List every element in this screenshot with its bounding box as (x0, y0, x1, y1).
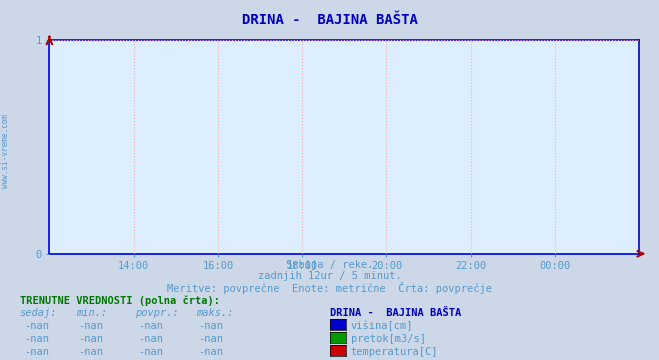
Text: -nan: -nan (138, 334, 163, 344)
Text: -nan: -nan (78, 334, 103, 344)
Text: -nan: -nan (138, 321, 163, 331)
Text: maks.:: maks.: (196, 308, 234, 318)
Text: povpr.:: povpr.: (135, 308, 179, 318)
Text: -nan: -nan (138, 347, 163, 357)
Text: zadnjih 12ur / 5 minut.: zadnjih 12ur / 5 minut. (258, 271, 401, 281)
Text: -nan: -nan (24, 321, 49, 331)
Text: DRINA -  BAJINA BAŠTA: DRINA - BAJINA BAŠTA (330, 308, 461, 318)
Text: -nan: -nan (24, 334, 49, 344)
Text: min.:: min.: (76, 308, 107, 318)
Text: www.si-vreme.com: www.si-vreme.com (1, 114, 10, 188)
Text: TRENUTNE VREDNOSTI (polna črta):: TRENUTNE VREDNOSTI (polna črta): (20, 296, 219, 306)
Text: -nan: -nan (78, 347, 103, 357)
Text: -nan: -nan (198, 334, 223, 344)
Text: temperatura[C]: temperatura[C] (351, 347, 438, 357)
Text: -nan: -nan (78, 321, 103, 331)
Text: višina[cm]: višina[cm] (351, 321, 413, 332)
Text: Meritve: povprečne  Enote: metrične  Črta: povprečje: Meritve: povprečne Enote: metrične Črta:… (167, 282, 492, 293)
Text: pretok[m3/s]: pretok[m3/s] (351, 334, 426, 344)
Text: -nan: -nan (24, 347, 49, 357)
Text: -nan: -nan (198, 347, 223, 357)
Text: Srbija / reke.: Srbija / reke. (286, 260, 373, 270)
Text: sedaj:: sedaj: (20, 308, 57, 318)
Text: -nan: -nan (198, 321, 223, 331)
Text: DRINA -  BAJINA BAŠTA: DRINA - BAJINA BAŠTA (242, 13, 417, 27)
